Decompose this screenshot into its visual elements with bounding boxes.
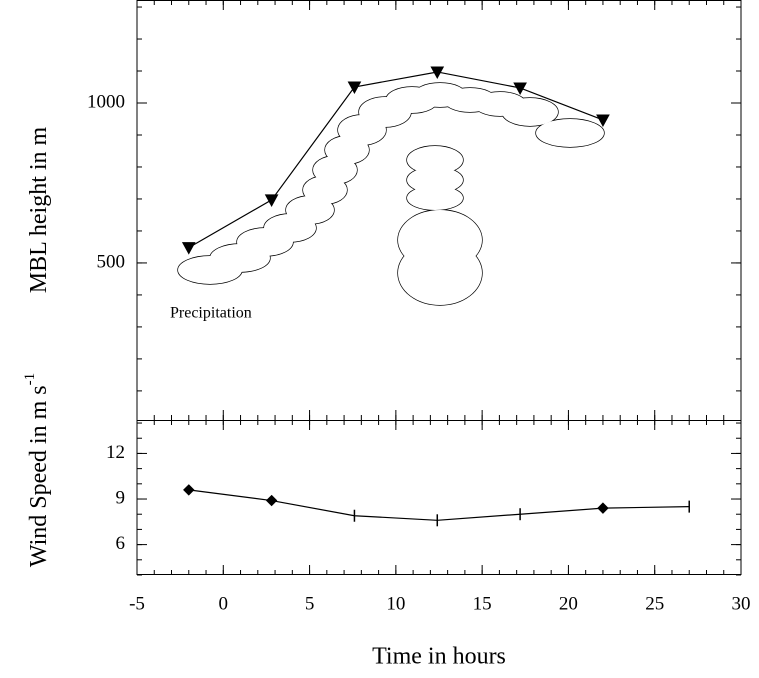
y-tick-label: 9 [116,487,126,508]
x-tick-label: -5 [129,593,145,614]
y-tick-label: 500 [97,251,126,272]
marker [430,66,445,80]
marker [513,82,527,96]
series-line [188,489,690,521]
y-axis-label-text: MBL height in m [26,126,52,293]
x-tick-label: 15 [473,593,492,614]
marker [347,81,362,95]
marker [264,194,279,207]
x-tick-label: 10 [386,593,405,614]
x-tick-label: 5 [305,593,315,614]
marker [596,114,610,127]
y-tick-label: 12 [106,442,125,463]
clouds [177,82,605,306]
x-tick-label: 30 [732,593,751,614]
bottom-frame [136,420,742,575]
x-tick-label: 20 [559,593,578,614]
y-axis-label-text: Wind Speed in m s [26,385,52,567]
marker [181,242,196,255]
annotation: Precipitation [170,305,252,322]
y-tick-label: 6 [116,533,126,554]
marker [597,502,609,514]
y-axis-label-superscript: -1 [22,373,38,386]
x-axis-label: Time in hours [372,644,506,670]
x-tick-label: 0 [219,593,229,614]
y-axis-label: Wind Speed in m s-1 [22,373,51,567]
series-line [188,71,604,249]
marker [265,494,278,507]
y-axis-label: MBL height in m [26,126,52,293]
x-tick-label: 25 [645,593,664,614]
marker [183,484,195,496]
y-tick-label: 1000 [87,91,125,112]
